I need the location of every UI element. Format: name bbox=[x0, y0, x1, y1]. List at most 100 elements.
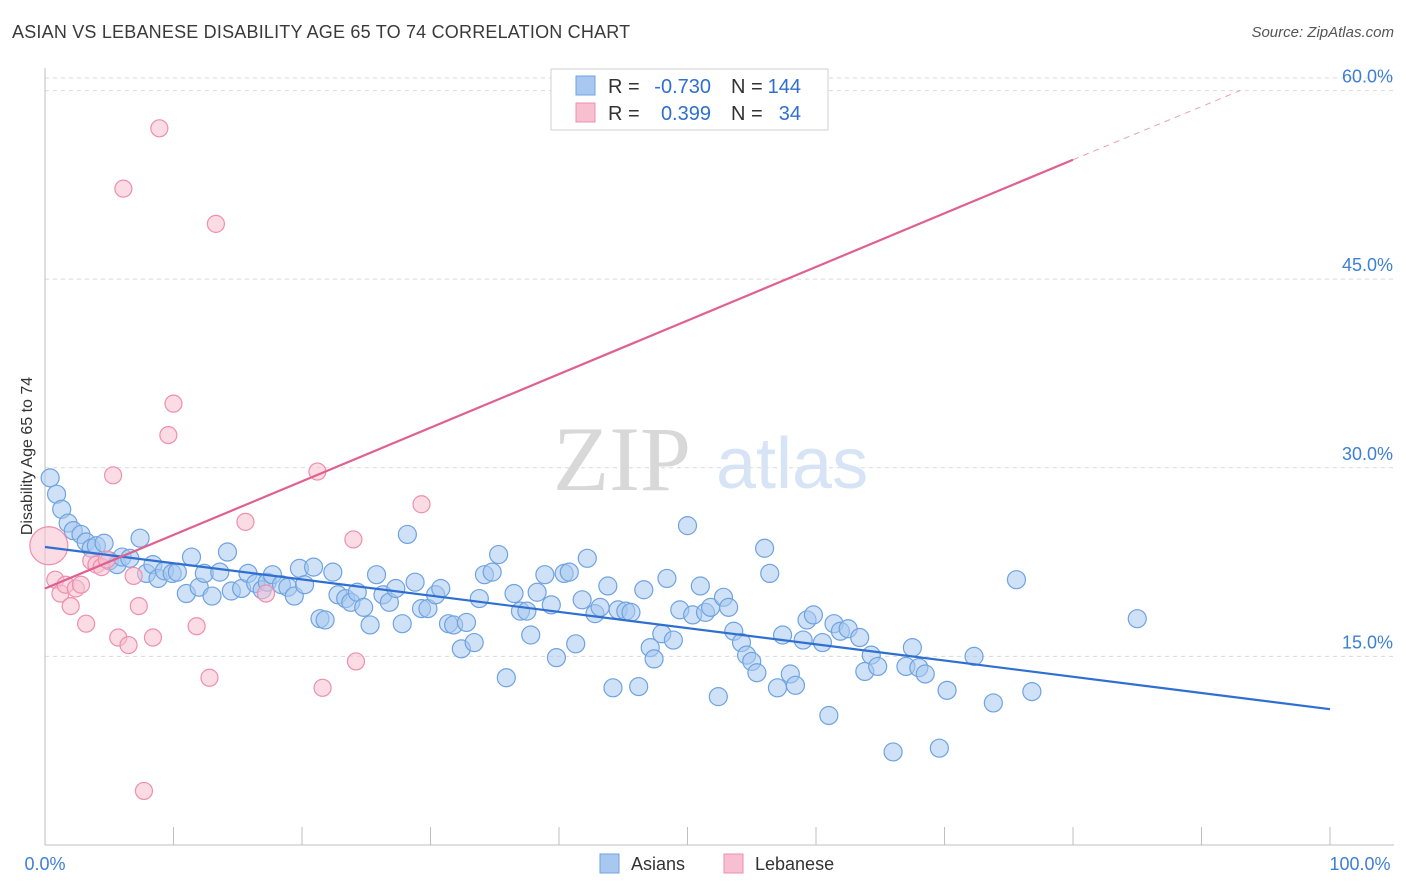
chart-title: ASIAN VS LEBANESE DISABILITY AGE 65 TO 7… bbox=[12, 22, 631, 42]
asian-point bbox=[323, 562, 343, 582]
legend-r-value-asians: -0.730 bbox=[654, 76, 711, 98]
asian-point bbox=[303, 557, 324, 577]
asian-point bbox=[767, 678, 788, 698]
legend-box bbox=[550, 68, 829, 131]
lebanese-point bbox=[114, 179, 133, 198]
legend-swatch-lebanese bbox=[575, 102, 596, 123]
asian-points bbox=[40, 468, 1147, 762]
watermark-zip: ZIP bbox=[553, 408, 691, 510]
asian-point bbox=[603, 678, 623, 698]
legend-n-value-lebanese: 34 bbox=[779, 103, 801, 125]
asian-point bbox=[504, 583, 524, 604]
lebanese-point bbox=[119, 635, 138, 655]
asian-point bbox=[803, 605, 824, 625]
asian-point bbox=[456, 612, 477, 633]
asian-point bbox=[521, 625, 541, 645]
lebanese-point bbox=[104, 466, 123, 485]
asian-point bbox=[915, 664, 935, 684]
legend-r-value-lebanese: 0.399 bbox=[661, 103, 711, 125]
lebanese-point bbox=[256, 584, 276, 603]
asian-point bbox=[812, 632, 833, 653]
asian-point bbox=[386, 578, 406, 599]
lebanese-point bbox=[187, 617, 206, 636]
asian-point bbox=[496, 668, 516, 688]
lebanese-points bbox=[29, 81, 671, 801]
asian-point bbox=[598, 576, 618, 596]
asian-point bbox=[217, 542, 238, 562]
asian-point bbox=[677, 516, 698, 536]
lebanese-point bbox=[344, 530, 363, 549]
asian-point bbox=[785, 675, 806, 695]
correlation-legend: R = -0.730 N = 144 R = 0.399 N = 34 bbox=[550, 68, 829, 131]
lebanese-trendline-extension bbox=[1072, 90, 1241, 161]
y-tick-label: 45.0% bbox=[1342, 255, 1393, 275]
source-credit: Source: ZipAtlas.com bbox=[1251, 24, 1394, 41]
legend-n-label-lebanese: N = bbox=[731, 103, 763, 125]
lebanese-point bbox=[124, 566, 143, 586]
trendlines bbox=[44, 90, 1331, 711]
asian-point bbox=[1127, 609, 1147, 629]
legend-swatch-asians bbox=[575, 75, 596, 96]
asian-trendline bbox=[44, 545, 1331, 711]
lebanese-point bbox=[134, 781, 154, 801]
lebanese-point bbox=[313, 678, 332, 697]
asian-point bbox=[1022, 681, 1042, 702]
asian-point bbox=[929, 738, 949, 758]
asian-point bbox=[719, 597, 739, 617]
asian-point bbox=[690, 576, 710, 596]
asian-point bbox=[527, 582, 547, 602]
lebanese-point bbox=[412, 495, 431, 514]
legend-n-value-asians: 144 bbox=[768, 76, 801, 98]
legend-r-label-asians: R = bbox=[608, 76, 640, 98]
asian-point bbox=[392, 614, 412, 634]
asian-point bbox=[572, 590, 592, 610]
lebanese-point bbox=[129, 596, 148, 616]
asian-point bbox=[644, 649, 664, 669]
x-tick-label: 0.0% bbox=[24, 854, 65, 874]
lebanese-point bbox=[206, 214, 226, 233]
asian-point bbox=[754, 538, 775, 558]
asian-point bbox=[663, 630, 683, 650]
bottom-legend-swatch-asians bbox=[599, 853, 620, 874]
y-tick-label: 15.0% bbox=[1342, 632, 1393, 652]
asian-point bbox=[464, 632, 484, 653]
bottom-legend-label-lebanese: Lebanese bbox=[755, 854, 834, 874]
asian-point bbox=[793, 630, 813, 650]
lebanese-point bbox=[71, 575, 91, 594]
asian-point bbox=[983, 693, 1003, 713]
bottom-legend-swatch-lebanese bbox=[723, 853, 744, 874]
asian-point bbox=[819, 705, 839, 726]
asian-point bbox=[482, 562, 502, 582]
asian-point bbox=[366, 565, 387, 585]
asian-point bbox=[431, 578, 451, 599]
asian-point bbox=[489, 544, 509, 565]
lebanese-point bbox=[143, 628, 163, 647]
x-tick-label: 100.0% bbox=[1329, 854, 1390, 874]
asian-point bbox=[747, 663, 767, 683]
asian-point bbox=[397, 524, 417, 545]
asian-point bbox=[708, 687, 728, 707]
asian-point bbox=[937, 680, 957, 700]
legend-r-label-lebanese: R = bbox=[608, 103, 640, 125]
lebanese-point bbox=[200, 668, 219, 687]
axes bbox=[44, 68, 1394, 846]
bottom-legend-label-asians: Asians bbox=[631, 854, 685, 874]
asian-point bbox=[883, 742, 903, 762]
asian-point bbox=[94, 533, 114, 553]
asian-point bbox=[1006, 570, 1027, 590]
asian-point bbox=[566, 634, 586, 654]
asian-point bbox=[181, 547, 202, 567]
asian-point bbox=[902, 637, 922, 658]
asian-point bbox=[577, 548, 597, 568]
lebanese-trendline bbox=[44, 158, 1074, 590]
asian-point bbox=[629, 676, 649, 697]
asian-point bbox=[868, 656, 888, 677]
asian-point bbox=[202, 586, 222, 606]
lebanese-point bbox=[61, 596, 80, 616]
y-tick-label: 60.0% bbox=[1342, 67, 1393, 87]
asian-point bbox=[964, 646, 984, 666]
asian-point bbox=[559, 562, 579, 582]
tick-labels: 15.0% 30.0% 45.0% 60.0% 0.0% 100.0% bbox=[24, 67, 1393, 874]
asian-point bbox=[517, 601, 537, 621]
asian-point bbox=[590, 597, 610, 617]
